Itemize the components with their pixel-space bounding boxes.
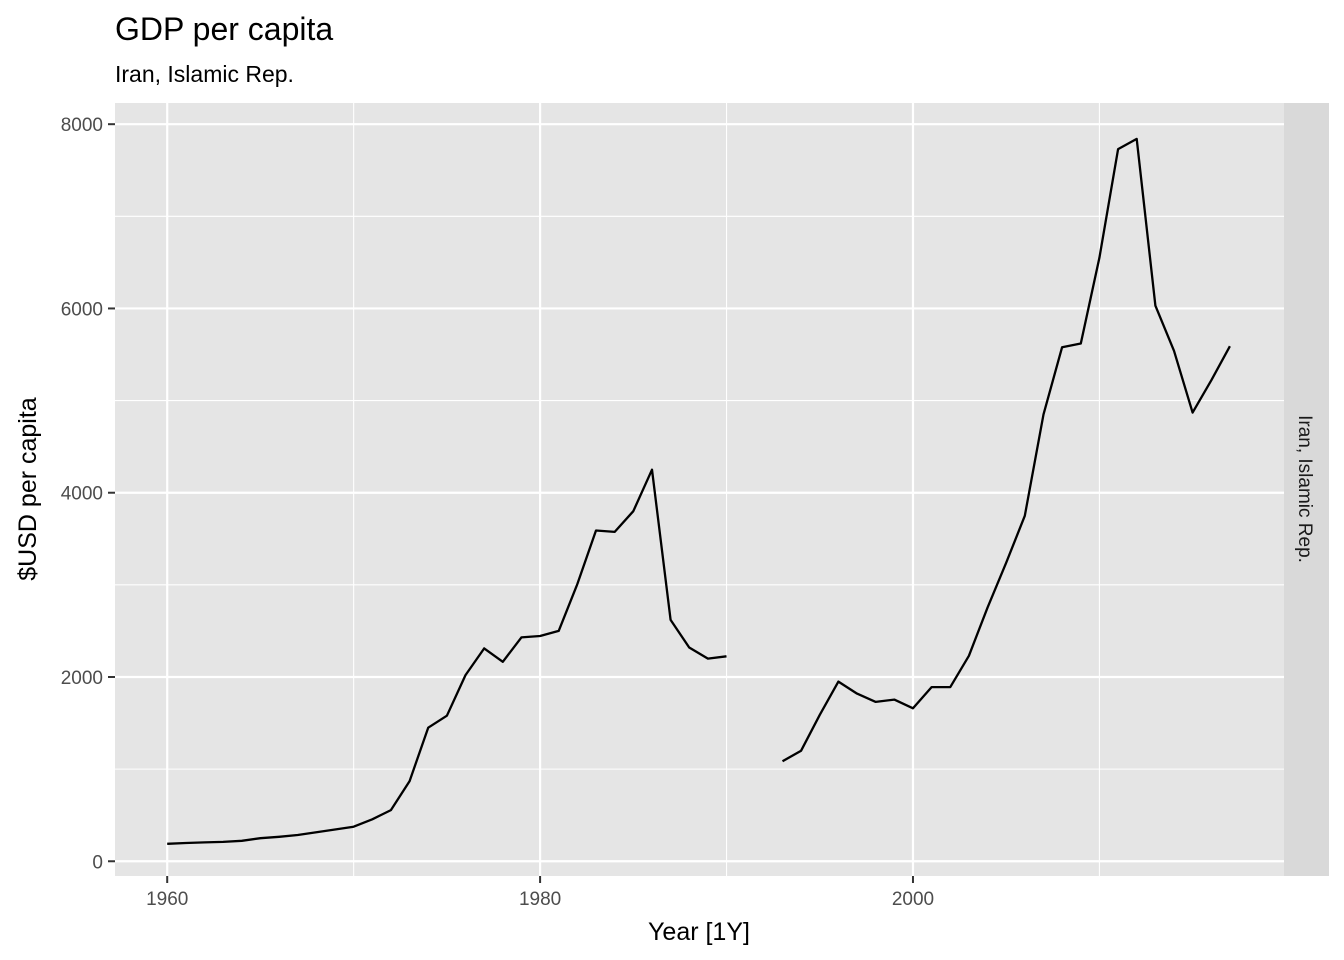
chart-title: GDP per capita: [115, 11, 333, 47]
x-axis: 1960 1980 2000: [146, 876, 934, 910]
y-tick-label: 8000: [61, 115, 103, 136]
y-tick-label: 6000: [61, 299, 103, 320]
y-tick-label: 2000: [61, 668, 103, 689]
facet-strip: [1284, 103, 1329, 876]
x-tick-label: 1960: [146, 889, 188, 910]
facet-strip-label: Iran, Islamic Rep.: [1294, 415, 1315, 563]
x-axis-title: Year [1Y]: [648, 918, 750, 946]
y-axis: 0 2000 4000 6000 8000: [61, 115, 115, 873]
grid-major: [115, 103, 1284, 876]
x-tick-label: 2000: [892, 889, 934, 910]
plot-panel: [115, 103, 1284, 876]
series-layer: [167, 137, 1231, 845]
x-tick-label: 1980: [519, 889, 561, 910]
y-tick-label: 4000: [61, 484, 103, 505]
y-axis-title: $USD per capita: [14, 397, 42, 581]
chart-subtitle: Iran, Islamic Rep.: [115, 61, 294, 87]
y-tick-label: 0: [92, 852, 103, 873]
grid-minor: [115, 103, 1284, 876]
series-line: [167, 137, 1231, 845]
